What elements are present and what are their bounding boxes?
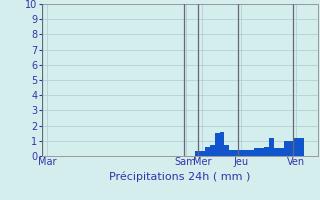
Bar bbox=[284, 141, 289, 156]
Bar bbox=[244, 150, 249, 156]
Bar bbox=[289, 141, 294, 156]
Bar bbox=[239, 150, 244, 156]
Bar bbox=[234, 150, 239, 156]
Bar bbox=[254, 148, 259, 156]
Bar bbox=[294, 138, 299, 156]
Bar bbox=[259, 148, 264, 156]
Bar bbox=[229, 150, 234, 156]
Bar bbox=[225, 145, 229, 156]
Bar bbox=[274, 148, 279, 156]
Bar bbox=[299, 138, 304, 156]
Bar bbox=[210, 145, 215, 156]
Bar bbox=[195, 151, 200, 156]
X-axis label: Précipitations 24h ( mm ): Précipitations 24h ( mm ) bbox=[109, 172, 251, 182]
Bar bbox=[269, 138, 274, 156]
Bar bbox=[200, 151, 205, 156]
Bar bbox=[279, 148, 284, 156]
Bar bbox=[215, 133, 220, 156]
Bar bbox=[220, 132, 225, 156]
Bar bbox=[205, 147, 210, 156]
Bar bbox=[264, 147, 269, 156]
Bar bbox=[249, 150, 254, 156]
